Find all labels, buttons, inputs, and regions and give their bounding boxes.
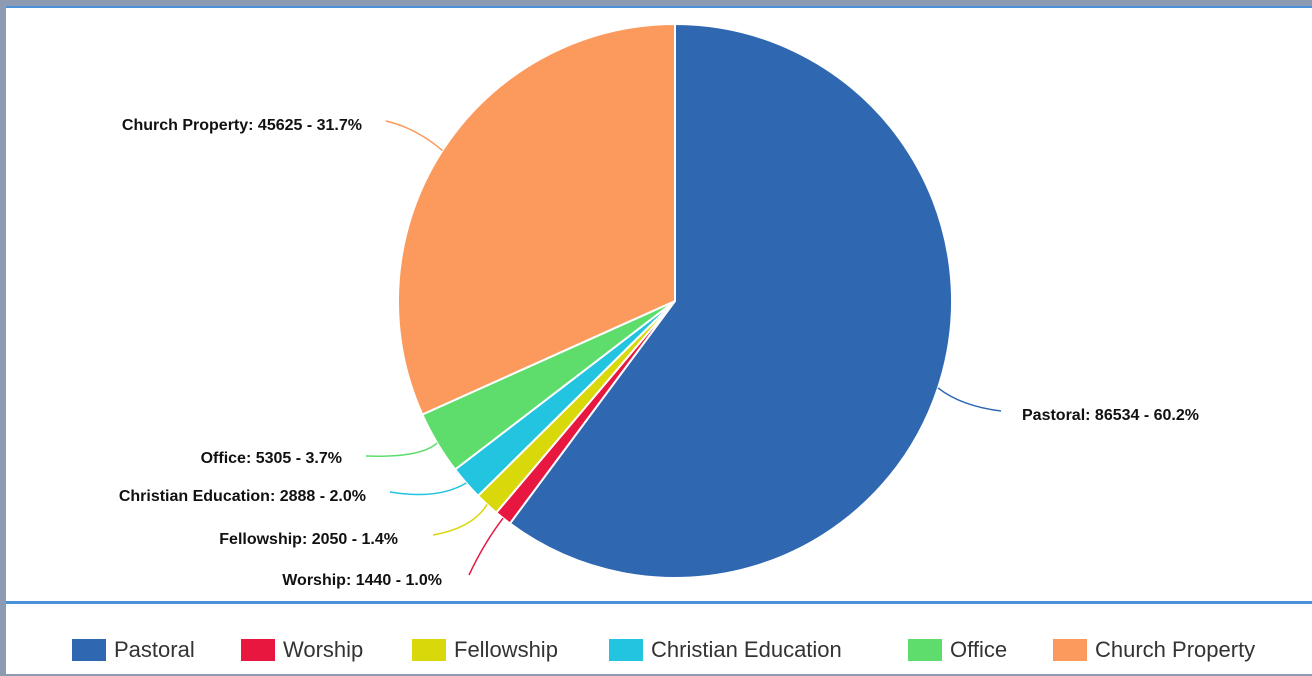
legend-divider xyxy=(6,601,1312,604)
data-label-worship: Worship: 1440 - 1.0% xyxy=(282,572,442,589)
data-label-pastoral: Pastoral: 86534 - 60.2% xyxy=(1022,407,1199,424)
connector-church-property xyxy=(385,120,443,152)
legend-item-christian-education[interactable]: Christian Education xyxy=(609,636,842,664)
legend-swatch-christian-education xyxy=(609,639,643,661)
legend-swatch-pastoral xyxy=(72,639,106,661)
legend-label: Worship xyxy=(283,637,364,662)
connector-christian-education xyxy=(389,482,467,496)
pie-slice-church-property[interactable] xyxy=(397,22,676,416)
connector-pastoral xyxy=(937,387,1002,412)
data-label-church-property: Church Property: 45625 - 31.7% xyxy=(122,117,362,134)
legend-item-church-property[interactable]: Church Property xyxy=(1053,636,1255,664)
pie-chart: Pastoral: 86534 - 60.2% Worship: 1440 - 1… xyxy=(119,22,1199,589)
legend-label: Church Property xyxy=(1095,637,1256,662)
data-label-office: Office: 5305 - 3.7% xyxy=(201,450,342,467)
legend-label: Pastoral xyxy=(114,637,195,662)
legend-swatch-church-property xyxy=(1053,639,1087,661)
chart-frame: Pastoral: 86534 - 60.2% Worship: 1440 - 1… xyxy=(6,6,1312,674)
legend: Pastoral Worship Fellowship Christian Ed… xyxy=(6,604,1312,676)
legend-label: Office xyxy=(950,637,1008,662)
data-label-christian-education: Christian Education: 2888 - 2.0% xyxy=(119,488,366,505)
legend-label: Christian Education xyxy=(651,637,842,662)
legend-item-office[interactable]: Office xyxy=(908,636,1007,664)
legend-item-worship[interactable]: Worship xyxy=(241,636,363,664)
legend-swatch-fellowship xyxy=(412,639,446,661)
legend-item-fellowship[interactable]: Fellowship xyxy=(412,636,558,664)
connector-worship xyxy=(468,517,504,576)
legend-swatch-worship xyxy=(241,639,275,661)
data-label-fellowship: Fellowship: 2050 - 1.4% xyxy=(219,531,398,548)
legend-item-pastoral[interactable]: Pastoral xyxy=(72,636,195,664)
connector-office xyxy=(365,442,438,457)
connector-fellowship xyxy=(432,504,488,536)
legend-swatch-office xyxy=(908,639,942,661)
legend-label: Fellowship xyxy=(454,637,558,662)
